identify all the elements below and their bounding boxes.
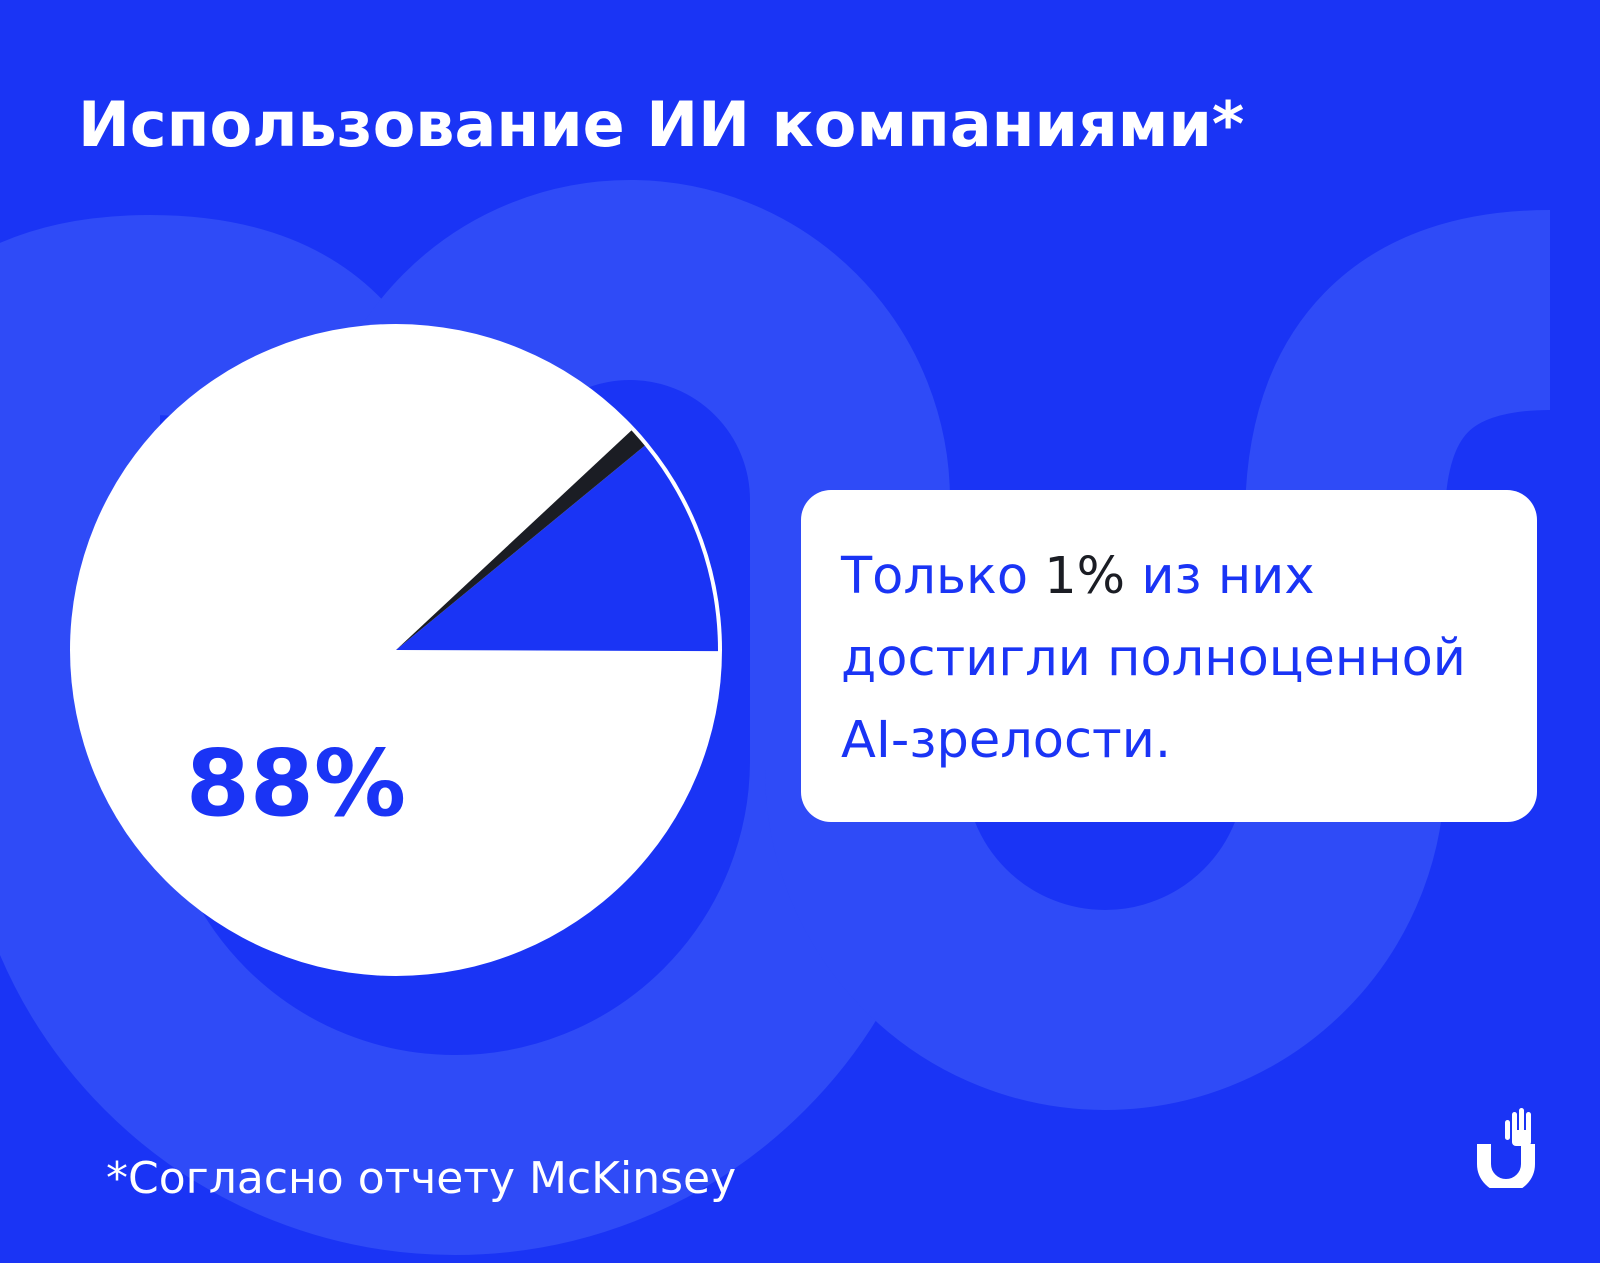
pie-label-main: 88%	[186, 730, 406, 837]
pie-slice-1	[74, 327, 718, 972]
pie-slice-3	[396, 430, 645, 650]
callout-text: Только 1% из них достигли полноценной AI…	[841, 536, 1466, 782]
page-title: Использование ИИ компаниями*	[78, 88, 1245, 161]
callout-text-before: Только	[841, 547, 1045, 606]
callout-line-2: достигли полноценной	[841, 629, 1466, 688]
footnote-source: *Согласно отчету McKinsey	[106, 1153, 737, 1204]
callout-card: Только 1% из них достигли полноценной AI…	[801, 490, 1537, 822]
pie-slice-2	[396, 445, 718, 652]
callout-highlight: 1%	[1044, 547, 1126, 606]
hand-u-logo-icon	[1477, 1108, 1535, 1188]
callout-line-3: AI-зрелости.	[841, 711, 1172, 770]
callout-text-after: из них	[1125, 547, 1315, 606]
callout-line-1: Только 1% из них	[841, 536, 1466, 618]
